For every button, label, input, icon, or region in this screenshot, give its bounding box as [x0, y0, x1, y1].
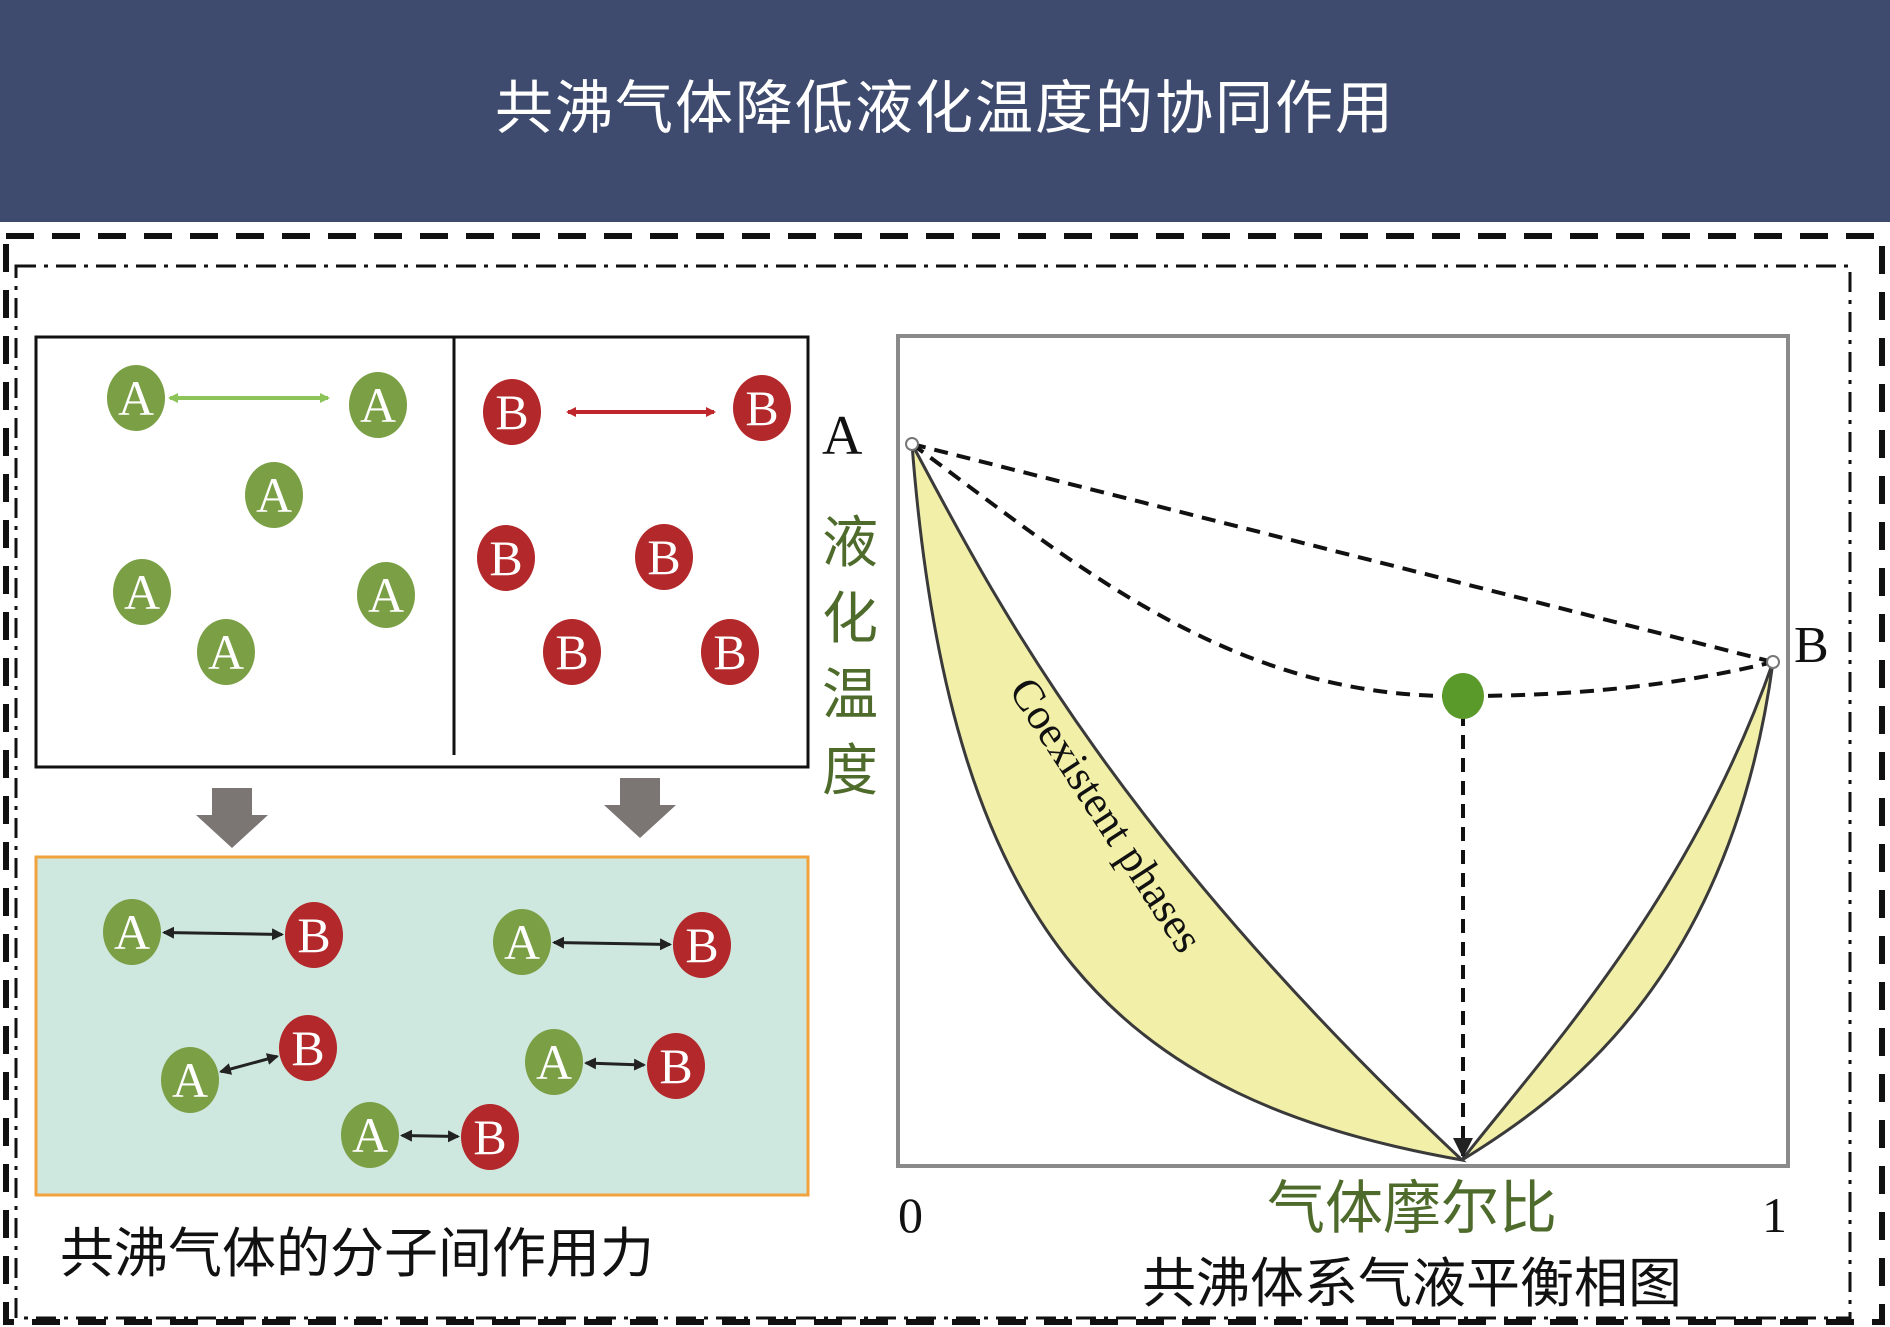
- svg-text:A: A: [536, 1034, 572, 1090]
- molecule-a-3: A: [245, 462, 303, 528]
- molecule-b-2: B: [733, 375, 791, 441]
- down-arrow-left: [196, 788, 268, 848]
- x-axis-label: 气体摩尔比: [1267, 1174, 1557, 1242]
- svg-text:A: A: [124, 564, 160, 620]
- molecule-b-4: B: [635, 524, 693, 590]
- a-b-interaction-arrow-5: [399, 1129, 461, 1143]
- outer-dashed-frame: [3, 233, 1885, 1325]
- page-title: 共沸气体降低液化温度的协同作用: [494, 74, 1395, 142]
- mixed-molecule-b-5: B: [461, 1104, 519, 1170]
- a-b-interaction-arrow-4: [583, 1057, 647, 1071]
- svg-text:A: A: [118, 370, 154, 426]
- point-b-label: B: [1794, 617, 1829, 674]
- coexistence-region-left: [910, 443, 1467, 1163]
- a-b-interaction-arrow-1: [161, 926, 285, 941]
- svg-text:B: B: [713, 624, 746, 680]
- endpoint-a-marker: [905, 437, 919, 451]
- y-axis-label: 液 化 温 度: [822, 511, 878, 804]
- ideal-line-dashed: [911, 442, 1774, 664]
- svg-text:A: A: [352, 1107, 388, 1163]
- mixed-molecule-a-2: A: [493, 909, 551, 975]
- svg-text:A: A: [208, 624, 244, 680]
- y-axis-char-4: 度: [822, 739, 878, 804]
- svg-text:B: B: [495, 384, 528, 440]
- svg-text:A: A: [360, 377, 396, 433]
- title-banner: 共沸气体降低液化温度的协同作用: [0, 0, 1890, 222]
- svg-text:B: B: [647, 529, 680, 585]
- svg-text:A: A: [256, 467, 292, 523]
- mixed-pairs-group: A B A BAB A BA B: [103, 899, 731, 1170]
- svg-text:A: A: [114, 904, 150, 960]
- inner-dash-dot-frame: [14, 264, 1852, 1320]
- x-tick-min: 0: [898, 1187, 923, 1243]
- pure-b-group: B BB BB B: [477, 375, 791, 685]
- svg-text:B: B: [659, 1038, 692, 1094]
- mixed-molecule-a-5: A: [341, 1102, 399, 1168]
- mixed-molecule-b-3: B: [279, 1015, 337, 1081]
- svg-text:B: B: [685, 917, 718, 973]
- left-caption: 共沸气体的分子间作用力: [60, 1222, 654, 1285]
- x-tick-max: 1: [1762, 1187, 1787, 1243]
- y-axis-char-3: 温: [822, 663, 878, 728]
- endpoint-b-marker: [1766, 655, 1780, 669]
- down-arrow-right: [604, 778, 676, 838]
- a-b-interaction-arrow-2: [551, 936, 673, 951]
- mixed-molecule-a-4: A: [525, 1029, 583, 1095]
- molecule-a-2: A: [349, 372, 407, 438]
- molecule-b-6: B: [701, 619, 759, 685]
- y-axis-char-2: 化: [822, 587, 878, 652]
- point-a-label: A: [822, 405, 863, 467]
- svg-text:A: A: [172, 1052, 208, 1108]
- svg-text:B: B: [473, 1109, 506, 1165]
- svg-text:B: B: [489, 530, 522, 586]
- a-b-interaction-arrow-3: [218, 1053, 280, 1075]
- molecule-b-3: B: [477, 525, 535, 591]
- y-axis-char-1: 液: [822, 511, 878, 576]
- mixed-molecule-a-3: A: [161, 1047, 219, 1113]
- molecule-b-1: B: [483, 379, 541, 445]
- mixed-gas-panel: [34, 855, 810, 1197]
- right-caption: 共沸体系气液平衡相图: [1142, 1252, 1682, 1315]
- pure-a-group: A AAA AA: [107, 365, 415, 685]
- mixed-molecule-b-2: B: [673, 912, 731, 978]
- svg-text:A: A: [368, 567, 404, 623]
- svg-text:B: B: [555, 624, 588, 680]
- svg-text:B: B: [291, 1020, 324, 1076]
- mixed-molecule-b-1: B: [285, 902, 343, 968]
- azeotrope-curve-dashed: [910, 442, 1774, 699]
- svg-text:B: B: [745, 380, 778, 436]
- molecule-b-5: B: [543, 619, 601, 685]
- svg-text:B: B: [297, 907, 330, 963]
- mixed-molecule-a-1: A: [103, 899, 161, 965]
- azeotrope-point: [1442, 673, 1484, 719]
- mixed-molecule-b-4: B: [647, 1033, 705, 1099]
- svg-text:A: A: [504, 914, 540, 970]
- molecule-a-5: A: [357, 562, 415, 628]
- molecule-a-1: A: [107, 365, 165, 431]
- molecule-a-4: A: [113, 559, 171, 625]
- molecule-a-6: A: [197, 619, 255, 685]
